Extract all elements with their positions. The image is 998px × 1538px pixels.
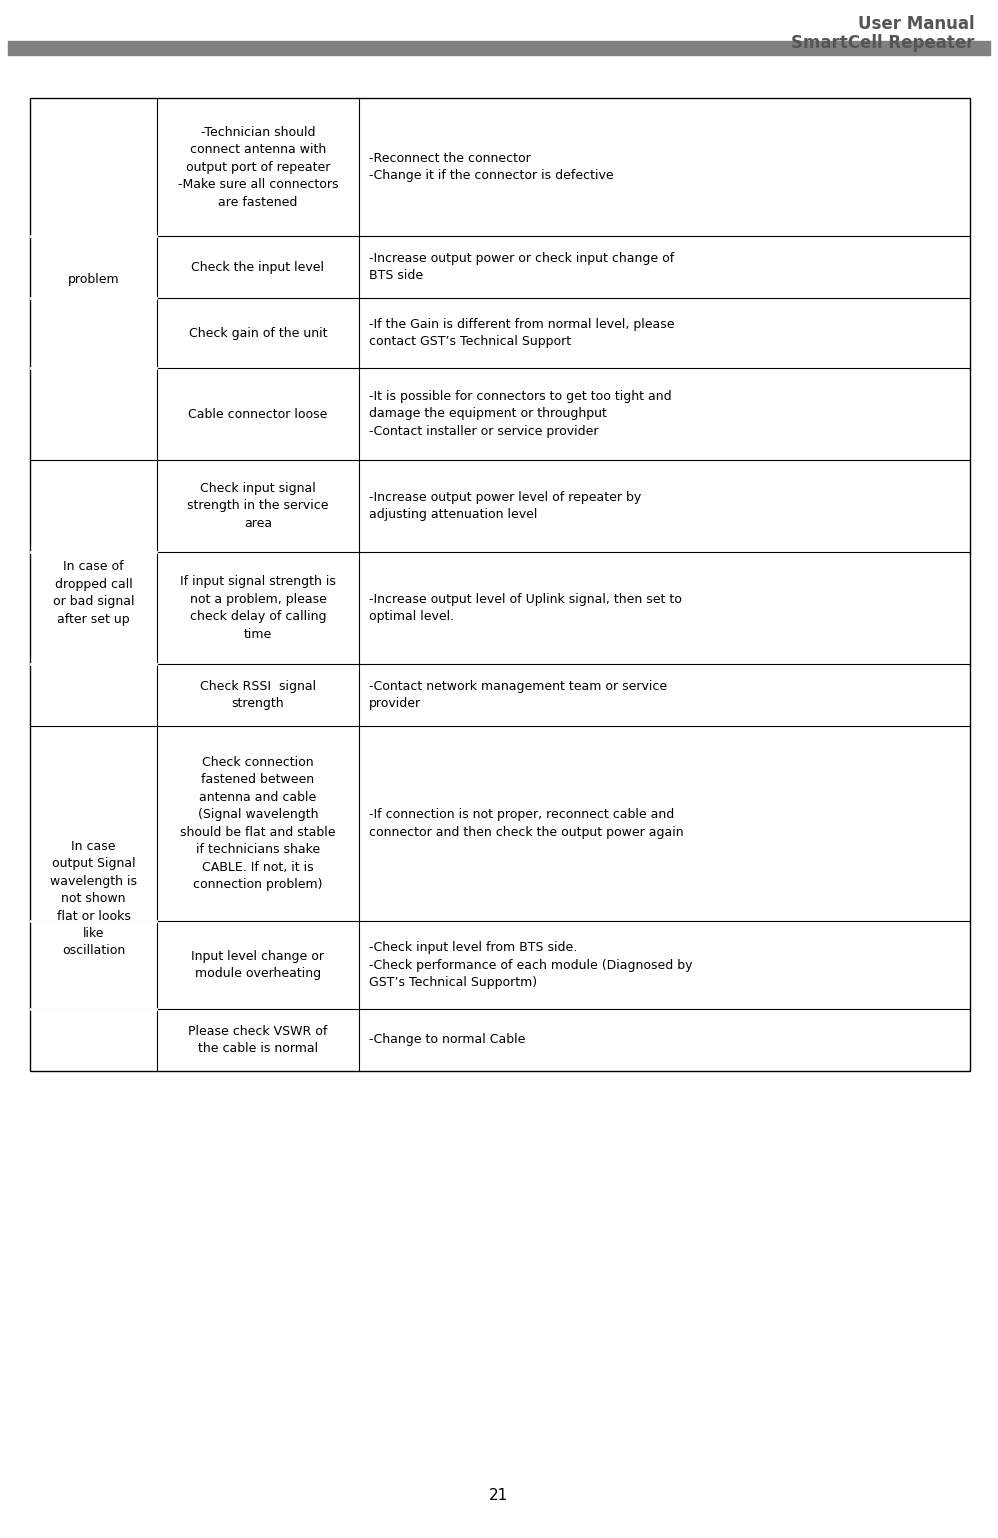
Text: problem: problem [68, 272, 120, 286]
Text: -It is possible for connectors to get too tight and
damage the equipment or thro: -It is possible for connectors to get to… [369, 391, 672, 438]
Bar [30, 98, 970, 1070]
Text: -Change to normal Cable: -Change to normal Cable [369, 1034, 525, 1046]
Text: Input level change or
module overheating: Input level change or module overheating [192, 950, 324, 980]
Text: Check connection
fastened between
antenna and cable
(Signal wavelength
should be: Check connection fastened between antenn… [181, 755, 335, 891]
Text: -Check input level from BTS side.
-Check performance of each module (Diagnosed b: -Check input level from BTS side. -Check… [369, 941, 693, 989]
Text: Check gain of the unit: Check gain of the unit [189, 326, 327, 340]
Text: User Manual: User Manual [858, 15, 975, 32]
Text: -Increase output power or check input change of
BTS side: -Increase output power or check input ch… [369, 252, 675, 283]
Text: 21: 21 [489, 1489, 509, 1504]
Text: Please check VSWR of
the cable is normal: Please check VSWR of the cable is normal [189, 1024, 327, 1055]
Text: Check input signal
strength in the service
area: Check input signal strength in the servi… [188, 481, 328, 531]
Text: Cable connector loose: Cable connector loose [189, 408, 327, 420]
Text: -If the Gain is different from normal level, please
contact GST’s Technical Supp: -If the Gain is different from normal le… [369, 318, 675, 348]
Text: -Increase output power level of repeater by
adjusting attenuation level: -Increase output power level of repeater… [369, 491, 642, 521]
Text: In case of
dropped call
or bad signal
after set up: In case of dropped call or bad signal af… [53, 560, 134, 626]
Text: -Reconnect the connector
-Change it if the connector is defective: -Reconnect the connector -Change it if t… [369, 152, 614, 181]
Text: If input signal strength is
not a problem, please
check delay of calling
time: If input signal strength is not a proble… [180, 575, 336, 641]
Text: -Contact network management team or service
provider: -Contact network management team or serv… [369, 680, 667, 711]
Bar [8, 42, 990, 55]
Text: Check the input level: Check the input level [192, 260, 324, 274]
Text: -If connection is not proper, reconnect cable and
connector and then check the o: -If connection is not proper, reconnect … [369, 809, 684, 838]
Text: In case
output Signal
wavelength is
not shown
flat or looks
like
oscillation: In case output Signal wavelength is not … [50, 840, 137, 958]
Text: -Technician should
connect antenna with
output port of repeater
-Make sure all c: -Technician should connect antenna with … [178, 126, 338, 209]
Text: SmartCell Repeater: SmartCell Repeater [791, 34, 975, 52]
Text: Check RSSI  signal
strength: Check RSSI signal strength [200, 680, 316, 711]
Text: -Increase output level of Uplink signal, then set to
optimal level.: -Increase output level of Uplink signal,… [369, 592, 682, 623]
